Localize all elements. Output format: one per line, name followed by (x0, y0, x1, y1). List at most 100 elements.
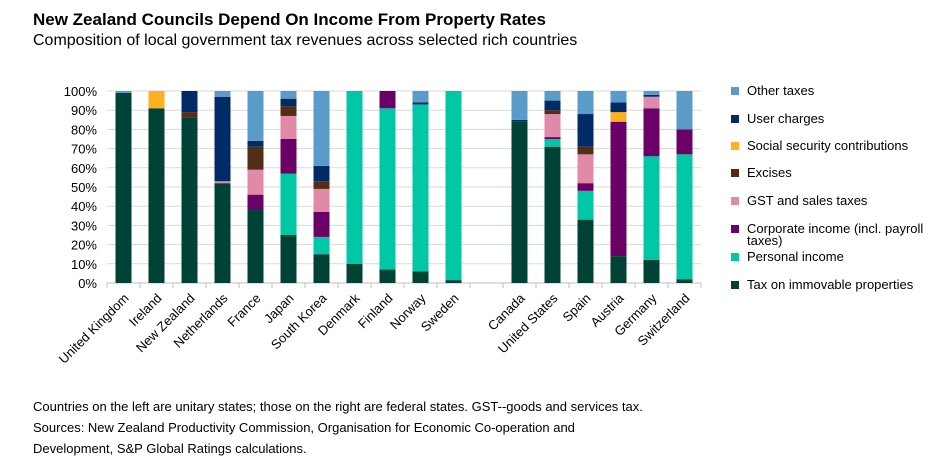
bar-segment (280, 139, 297, 174)
bar-segment (412, 102, 429, 105)
bar-segment (313, 188, 330, 212)
bar-segment (280, 173, 297, 235)
bar-segment (346, 91, 363, 264)
bar-segment (544, 137, 561, 139)
bar-segment (412, 91, 429, 103)
legend-swatch (731, 169, 739, 177)
bar-segment (643, 156, 660, 260)
bar-segment (148, 91, 165, 109)
bar-segment (610, 91, 627, 103)
legend-label: Excises (747, 165, 792, 180)
bar-segment (610, 112, 627, 122)
bar-segment (610, 256, 627, 283)
legend-item: Other taxes (731, 83, 946, 98)
bar-segment (577, 91, 594, 115)
bar-segment (544, 110, 561, 115)
legend-label: User charges (747, 111, 825, 126)
bar-segment (115, 91, 132, 93)
bar-segment (280, 115, 297, 139)
bar-segment (544, 139, 561, 147)
bar-segment (544, 114, 561, 138)
bar-segment (247, 146, 264, 170)
legend-item: User charges (731, 111, 946, 126)
bar-segment (280, 106, 297, 116)
bar-segment (643, 91, 660, 95)
bar-segment (544, 91, 561, 101)
legend-item: Social security contributions (731, 138, 946, 153)
x-tick-label: United Kingdom (56, 291, 132, 367)
legend-item: GST and sales taxes (731, 193, 946, 208)
y-tick-label: 20% (71, 238, 97, 253)
bar-segment (247, 169, 264, 195)
legend-item: Personal income (731, 249, 946, 264)
y-tick-label: 10% (71, 257, 97, 272)
legend-label: Other taxes (747, 83, 815, 98)
bar-segment (313, 211, 330, 237)
bar-segment (544, 146, 561, 283)
bar-segment (379, 269, 396, 283)
bar-segment (313, 254, 330, 283)
bar-segment (148, 108, 165, 283)
bar-segment (676, 129, 693, 155)
bar-segment (610, 102, 627, 113)
bar-segment (643, 96, 660, 109)
bar-segment (214, 96, 231, 182)
legend-swatch (731, 87, 739, 95)
legend-label: GST and sales taxes (747, 193, 868, 208)
legend-swatch (731, 115, 739, 123)
legend-swatch (731, 225, 739, 233)
bar-segment (214, 181, 231, 184)
bar-segment (280, 235, 297, 283)
bar-segment (214, 91, 231, 97)
legend-item: Corporate income (incl. payroll taxes) (731, 221, 946, 247)
source-line-1: Sources: New Zealand Productivity Commis… (33, 420, 575, 435)
chart-subtitle: Composition of local government tax reve… (33, 32, 578, 49)
bar-segment (643, 259, 660, 283)
bar-segment (115, 92, 132, 283)
bar-segment (313, 181, 330, 189)
y-tick-label: 50% (71, 180, 97, 195)
y-tick-label: 80% (71, 122, 97, 137)
legend-label: Tax on immovable properties (747, 277, 914, 292)
bar-segment (313, 165, 330, 182)
bar-segment (511, 91, 528, 120)
chart-title: New Zealand Councils Depend On Income Fr… (33, 10, 546, 29)
y-tick-label: 30% (71, 218, 97, 233)
bar-segment (412, 271, 429, 283)
bar-segment (577, 183, 594, 191)
bar-segment (577, 154, 594, 184)
y-tick-label: 0% (78, 276, 97, 291)
bar-segment (676, 279, 693, 283)
bar-segment (610, 121, 627, 257)
source-line-2: Development, S&P Global Ratings calculat… (33, 441, 307, 456)
y-tick-label: 70% (71, 142, 97, 157)
legend-item: Tax on immovable properties (731, 277, 946, 292)
bar-segment (577, 219, 594, 283)
y-tick-label: 40% (71, 199, 97, 214)
legend-swatch (731, 197, 739, 205)
bar-segment (346, 263, 363, 283)
bar-segment (511, 121, 528, 283)
legend-label: Social security contributions (747, 138, 909, 153)
bar-segment (247, 210, 264, 283)
bar-segment (577, 114, 594, 147)
legend-swatch (731, 142, 739, 150)
bar-segment (313, 91, 330, 166)
bar-segment (214, 183, 231, 283)
bar-segment (181, 117, 198, 283)
bar-segment (577, 190, 594, 220)
bar-segment (445, 91, 462, 281)
bar-segment (379, 108, 396, 270)
bar-segment (544, 100, 561, 111)
legend-label: Corporate income (incl. payroll taxes) (747, 221, 924, 248)
bar-segment (181, 112, 198, 118)
bar-segment (379, 91, 396, 109)
bar-segment (643, 94, 660, 97)
bar-segment (247, 194, 264, 211)
bar-segment (676, 154, 693, 280)
bar-segment (445, 280, 462, 283)
legend-swatch (731, 281, 739, 289)
bar-segment (511, 119, 528, 122)
